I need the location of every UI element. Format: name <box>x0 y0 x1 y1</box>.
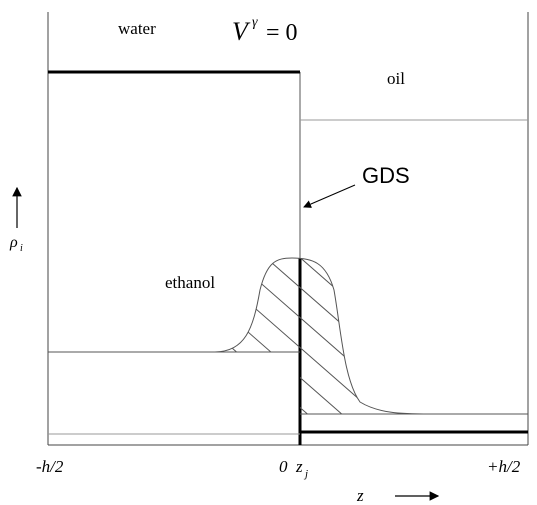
ethanol-label: ethanol <box>165 273 215 292</box>
peak-hatching <box>215 258 430 414</box>
gds-label: GDS <box>362 163 410 188</box>
v-gamma-equation: V γ = 0 <box>232 15 298 46</box>
tick-zero-label: 0 <box>279 457 288 476</box>
tick-zj-label: z j <box>295 457 308 480</box>
svg-text:V: V <box>232 17 251 46</box>
tick-right-label: +h/2 <box>487 457 521 476</box>
rho-axis-label: ρ i <box>9 234 23 254</box>
tick-left-label: -h/2 <box>36 457 64 476</box>
ethanol-peak-curve <box>214 257 431 415</box>
water-label: water <box>118 19 156 38</box>
oil-label: oil <box>387 69 405 88</box>
svg-text:j: j <box>303 468 308 480</box>
z-axis-label: z <box>356 486 364 505</box>
svg-text:i: i <box>20 243 23 254</box>
gds-arrow <box>303 184 356 208</box>
svg-text:γ: γ <box>252 15 258 30</box>
svg-text:= 0: = 0 <box>266 20 298 46</box>
svg-text:ρ: ρ <box>9 234 18 251</box>
svg-text:z: z <box>295 457 303 476</box>
